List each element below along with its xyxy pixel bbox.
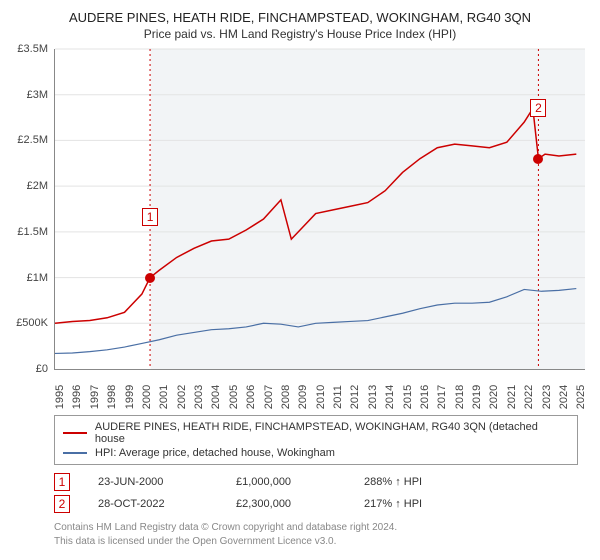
x-axis-tick: 2007 — [263, 385, 275, 409]
x-axis-tick: 2014 — [384, 385, 396, 409]
x-axis-tick: 2013 — [367, 385, 379, 409]
transaction-delta: 217% ↑ HPI — [364, 498, 422, 510]
x-axis-tick: 2015 — [402, 385, 414, 409]
x-axis-tick: 2012 — [349, 385, 361, 409]
x-axis-tick: 2002 — [176, 385, 188, 409]
x-axis-tick: 2009 — [297, 385, 309, 409]
chart-subtitle: Price paid vs. HM Land Registry's House … — [10, 27, 590, 41]
y-axis-tick: £0 — [10, 363, 48, 375]
transaction-row: 2 28-OCT-2022 £2,300,000 217% ↑ HPI — [54, 493, 590, 515]
y-axis-tick: £500K — [10, 317, 48, 329]
transaction-date: 23-JUN-2000 — [98, 476, 208, 488]
x-axis-tick: 1997 — [89, 385, 101, 409]
x-axis-tick: 2020 — [488, 385, 500, 409]
chart-title: AUDERE PINES, HEATH RIDE, FINCHAMPSTEAD,… — [10, 10, 590, 25]
x-axis-tick: 2006 — [245, 385, 257, 409]
x-axis-tick: 2010 — [315, 385, 327, 409]
footer-line: Contains HM Land Registry data © Crown c… — [54, 521, 590, 535]
y-axis-tick: £2.5M — [10, 134, 48, 146]
y-axis-tick: £3M — [10, 89, 48, 101]
legend: AUDERE PINES, HEATH RIDE, FINCHAMPSTEAD,… — [54, 415, 578, 465]
x-axis-tick: 2018 — [454, 385, 466, 409]
y-axis-tick: £2M — [10, 180, 48, 192]
footer-line: This data is licensed under the Open Gov… — [54, 535, 590, 549]
x-axis-tick: 2005 — [228, 385, 240, 409]
plot-region: 12 — [54, 49, 585, 370]
x-axis-tick: 1995 — [54, 385, 66, 409]
x-axis-tick: 2022 — [523, 385, 535, 409]
x-axis-tick: 2011 — [332, 385, 344, 409]
x-axis-tick: 2016 — [419, 385, 431, 409]
x-axis-tick: 1999 — [124, 385, 136, 409]
x-axis-tick: 2017 — [436, 385, 448, 409]
x-axis-tick: 2019 — [471, 385, 483, 409]
x-axis-tick: 2023 — [541, 385, 553, 409]
x-axis-tick: 2024 — [558, 385, 570, 409]
x-axis-tick: 2025 — [575, 385, 587, 409]
legend-swatch — [63, 432, 87, 434]
y-axis-tick: £3.5M — [10, 43, 48, 55]
x-axis-tick: 1998 — [106, 385, 118, 409]
x-axis-tick: 2000 — [141, 385, 153, 409]
transaction-marker — [145, 273, 155, 283]
annotation-label: 1 — [142, 208, 158, 226]
chart-area: 12 £0£500K£1M£1.5M£2M£2.5M£3M£3.5M199519… — [10, 49, 590, 409]
x-axis-tick: 2001 — [158, 385, 170, 409]
legend-label: HPI: Average price, detached house, Woki… — [95, 447, 335, 459]
legend-label: AUDERE PINES, HEATH RIDE, FINCHAMPSTEAD,… — [95, 421, 569, 445]
transaction-marker — [533, 154, 543, 164]
transaction-index: 1 — [54, 473, 70, 491]
x-axis-tick: 2004 — [210, 385, 222, 409]
footer-attribution: Contains HM Land Registry data © Crown c… — [54, 521, 590, 548]
y-axis-tick: £1M — [10, 272, 48, 284]
legend-item: HPI: Average price, detached house, Woki… — [63, 446, 569, 460]
transaction-date: 28-OCT-2022 — [98, 498, 208, 510]
legend-swatch — [63, 452, 87, 454]
transaction-price: £1,000,000 — [236, 476, 336, 488]
legend-item: AUDERE PINES, HEATH RIDE, FINCHAMPSTEAD,… — [63, 420, 569, 446]
x-axis-tick: 2021 — [506, 385, 518, 409]
x-axis-tick: 1996 — [71, 385, 83, 409]
annotation-label: 2 — [530, 99, 546, 117]
transaction-price: £2,300,000 — [236, 498, 336, 510]
transaction-index: 2 — [54, 495, 70, 513]
y-axis-tick: £1.5M — [10, 226, 48, 238]
transaction-row: 1 23-JUN-2000 £1,000,000 288% ↑ HPI — [54, 471, 590, 493]
x-axis-tick: 2003 — [193, 385, 205, 409]
transaction-table: 1 23-JUN-2000 £1,000,000 288% ↑ HPI 2 28-OCT-… — [54, 471, 590, 515]
x-axis-tick: 2008 — [280, 385, 292, 409]
transaction-delta: 288% ↑ HPI — [364, 476, 422, 488]
